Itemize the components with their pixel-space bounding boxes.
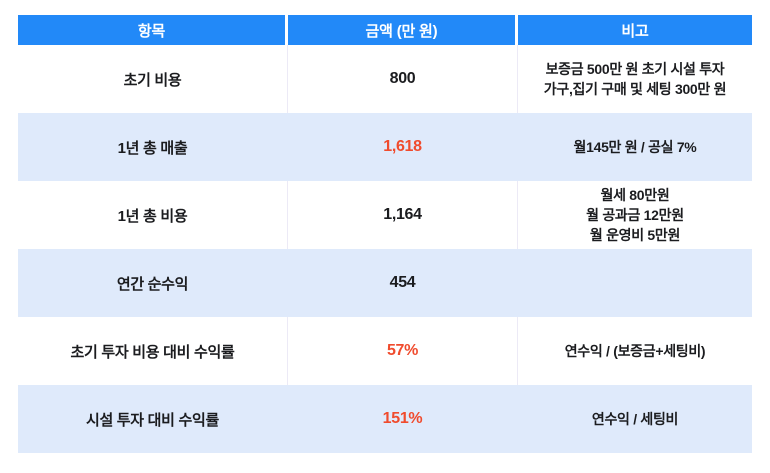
note-cell — [518, 249, 752, 317]
item-cell: 초기 투자 비용 대비 수익률 — [18, 317, 288, 385]
amount-cell: 454 — [389, 274, 416, 291]
amount-cell: 1,618 — [383, 138, 422, 155]
table-row: 연간 순수익 454 — [18, 249, 752, 317]
table-header: 항목 금액 (만 원) 비고 — [18, 15, 752, 45]
item-cell: 연간 순수익 — [116, 275, 189, 293]
table-row: 초기 비용 800 보증금 500만 원 초기 시설 투자 가구,집기 구매 및… — [18, 45, 752, 113]
amount-cell: 1,164 — [288, 181, 518, 249]
table-row: 시설 투자 대비 수익률 151% 연수익 / 세팅비 — [18, 385, 752, 453]
table-row: 1년 총 매출 1,618 월145만 원 / 공실 7% — [18, 113, 752, 181]
note-cell: 연수익 / (보증금+세팅비) — [564, 343, 706, 359]
amount-cell: 800 — [288, 45, 518, 113]
amount-cell: 57% — [288, 317, 518, 385]
note-cell: 월145만 원 / 공실 7% — [573, 139, 697, 155]
item-cell: 1년 총 비용 — [18, 181, 288, 249]
amount-cell: 151% — [382, 410, 423, 427]
financial-table: 항목 금액 (만 원) 비고 초기 비용 800 보증금 500만 원 초기 시… — [18, 15, 752, 453]
item-cell: 시설 투자 대비 수익률 — [85, 411, 220, 429]
note-cell: 연수익 / 세팅비 — [591, 411, 679, 427]
table-row: 초기 투자 비용 대비 수익률 57% 연수익 / (보증금+세팅비) — [18, 317, 752, 385]
header-cell-item: 항목 — [18, 15, 288, 45]
header-cell-amount: 금액 (만 원) — [288, 15, 518, 45]
item-cell: 초기 비용 — [18, 45, 288, 113]
note-cell: 보증금 500만 원 초기 시설 투자 가구,집기 구매 및 세팅 300만 원 — [543, 61, 727, 97]
header-cell-note: 비고 — [518, 15, 752, 45]
note-cell: 월세 80만원 월 공과금 12만원 월 운영비 5만원 — [586, 187, 684, 243]
item-cell: 1년 총 매출 — [117, 139, 188, 157]
table-row: 1년 총 비용 1,164 월세 80만원 월 공과금 12만원 월 운영비 5… — [18, 181, 752, 249]
